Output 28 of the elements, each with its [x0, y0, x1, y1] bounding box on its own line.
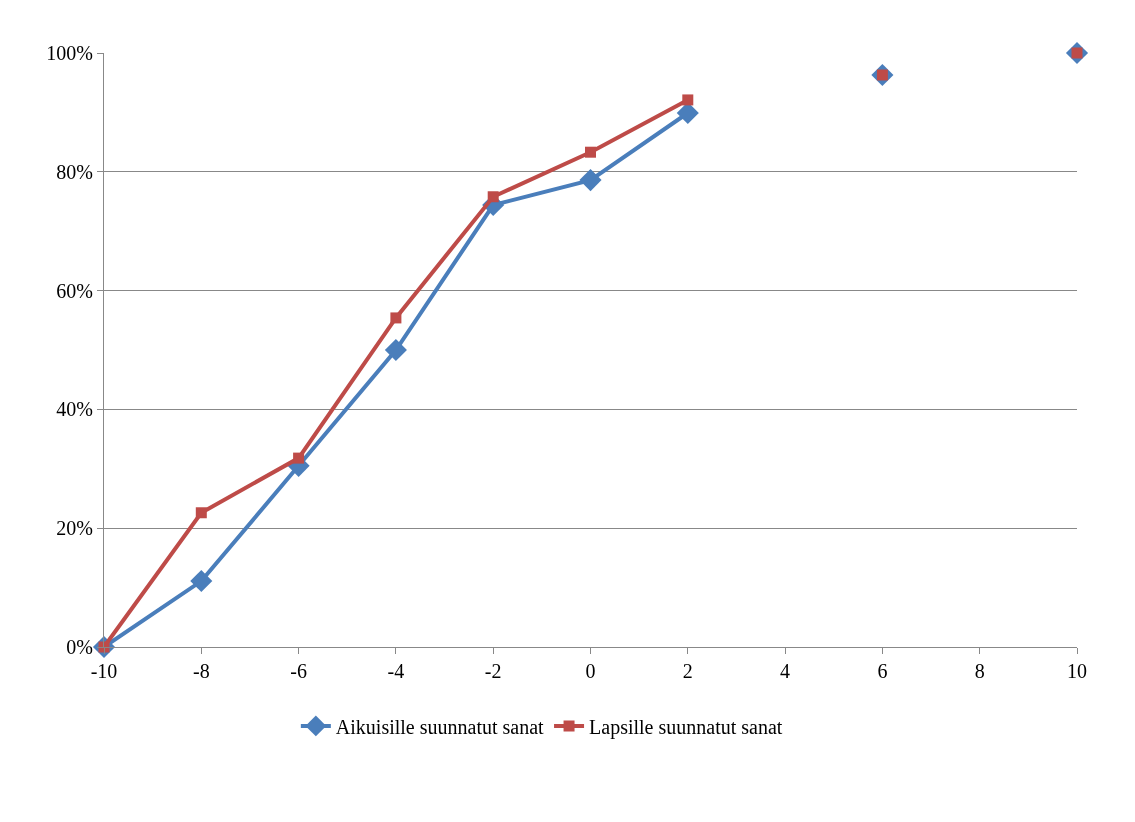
x-tick-label: -8 [192, 660, 210, 682]
y-tick-label: 0% [66, 636, 93, 658]
point [293, 452, 305, 464]
point [195, 507, 207, 519]
y-tick-label: 40% [56, 398, 93, 421]
y-tick-label: 60% [56, 279, 93, 302]
y-tick-label: 80% [56, 160, 93, 183]
point [190, 570, 213, 593]
x-tick-label: 6 [877, 660, 888, 682]
point [384, 338, 407, 362]
x-tick-label: -6 [290, 660, 307, 682]
legend-label: Lapsille suunnatut sanat [589, 715, 783, 739]
x-tick-label: 0 [585, 660, 596, 682]
point [487, 191, 499, 203]
y-tick-label: 100% [46, 42, 93, 64]
legend-label: Aikuisille suunnatut sanat [335, 715, 545, 738]
x-tick-label: -4 [387, 660, 405, 682]
x-tick-label: -10 [90, 660, 118, 682]
point [585, 146, 596, 158]
x-tick-label: 10 [1067, 660, 1087, 682]
point [390, 312, 402, 324]
x-tick-label: 8 [974, 660, 985, 682]
point [682, 94, 694, 106]
point [579, 169, 602, 192]
x-tick-label: 2 [682, 660, 693, 682]
x-tick-label: -2 [484, 660, 502, 682]
y-tick-label: 20% [56, 517, 93, 540]
x-tick-label: 4 [780, 660, 791, 682]
